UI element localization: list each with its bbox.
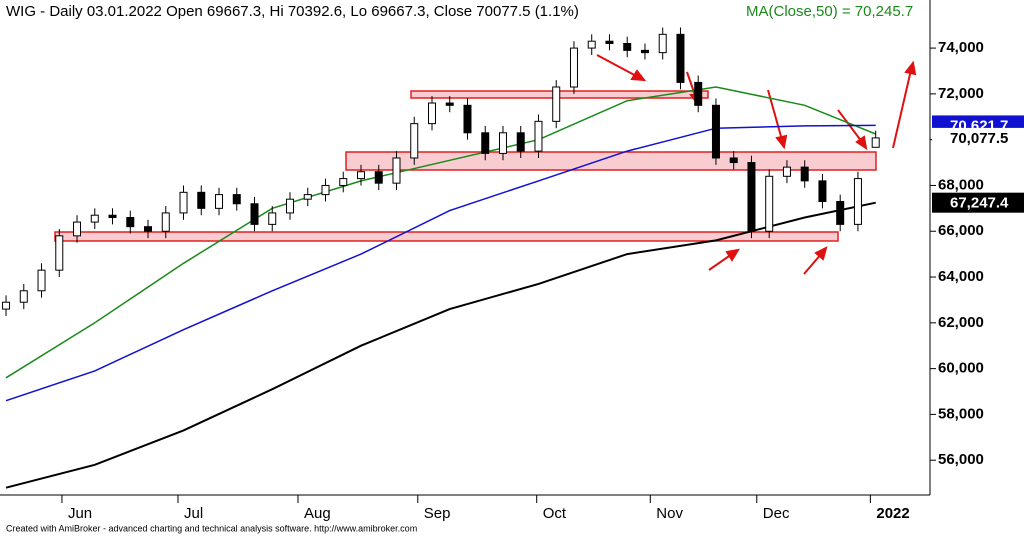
y-tick-label: 58,000 xyxy=(938,405,984,422)
arrow-head xyxy=(630,69,647,82)
candle-body xyxy=(836,200,845,225)
ma-line xyxy=(5,86,876,379)
candle-body xyxy=(161,212,170,232)
y-tick-label: 64,000 xyxy=(938,268,984,285)
candle-body xyxy=(90,214,99,223)
chart-subtitle: MA(Close,50) = 70,245.7 xyxy=(746,3,913,20)
candle-body xyxy=(818,180,827,202)
candle-body xyxy=(339,178,348,186)
candle-body xyxy=(640,49,649,54)
candle-body xyxy=(197,191,206,209)
x-tick-label: Dec xyxy=(763,505,790,522)
candle-body xyxy=(215,194,224,209)
y-tick-label: 66,000 xyxy=(938,222,984,239)
candle-body xyxy=(623,43,632,51)
candle-body xyxy=(676,33,685,83)
x-tick-label: Oct xyxy=(543,505,567,522)
candle-body xyxy=(144,226,153,232)
candle-body xyxy=(392,157,401,184)
last-value-box xyxy=(932,192,1024,213)
y-tick-label: 72,000 xyxy=(938,85,984,102)
last-value-label: 70,077.5 xyxy=(950,130,1008,147)
candle-body xyxy=(711,104,720,159)
x-tick-label: Aug xyxy=(304,505,331,522)
candle-body xyxy=(232,194,241,205)
y-tick-label: 62,000 xyxy=(938,314,984,331)
x-tick-label: 2022 xyxy=(876,505,909,522)
arrow-head xyxy=(814,246,828,261)
x-tick-label: Jun xyxy=(68,505,92,522)
chart-title: WIG - Daily 03.01.2022 Open 69667.3, Hi … xyxy=(6,3,579,20)
support-zone xyxy=(54,231,839,242)
candle-body xyxy=(37,269,46,292)
candle-body xyxy=(569,47,578,88)
candle-body xyxy=(587,40,596,49)
candle-body xyxy=(126,217,135,228)
candle-body xyxy=(73,221,82,237)
footer: Created with AmiBroker - advanced charti… xyxy=(6,523,417,533)
candle-body xyxy=(410,123,419,159)
candle-body xyxy=(108,214,117,219)
candle-body xyxy=(534,120,543,152)
candle-body xyxy=(463,104,472,134)
arrow xyxy=(892,69,912,149)
last-value-label: 67,247.4 xyxy=(950,195,1009,212)
candle-body xyxy=(800,166,809,182)
arrow-head xyxy=(855,135,868,151)
candle-body xyxy=(658,33,667,54)
y-tick-label: 68,000 xyxy=(938,176,984,193)
candle-body xyxy=(445,102,454,106)
candle-body xyxy=(765,175,774,232)
candle-body xyxy=(552,86,561,122)
candle-body xyxy=(871,137,880,148)
candle-body xyxy=(694,81,703,106)
candle-body xyxy=(303,194,312,200)
candle-body xyxy=(516,132,525,152)
candle-body xyxy=(498,132,507,154)
candle-body xyxy=(782,166,791,177)
plot xyxy=(2,27,880,489)
candle-body xyxy=(374,171,383,184)
candle-body xyxy=(605,40,614,45)
y-tick-label: 56,000 xyxy=(938,451,984,468)
candle-body xyxy=(19,290,28,303)
candle-body xyxy=(747,162,756,232)
candle-body xyxy=(427,102,436,125)
candle-body xyxy=(356,171,365,180)
arrow-head xyxy=(775,134,788,150)
x-tick-label: Sep xyxy=(424,505,451,522)
candle-body xyxy=(250,203,259,225)
x-tick-label: Jul xyxy=(184,505,203,522)
ma-line xyxy=(5,124,876,402)
last-value-box xyxy=(932,127,1024,148)
candle-body xyxy=(729,157,738,164)
candle-body xyxy=(481,132,490,154)
y-tick-label: 74,000 xyxy=(938,39,984,56)
arrow-head xyxy=(725,248,740,262)
arrow xyxy=(596,54,639,78)
candle-body xyxy=(268,212,277,225)
arrow-head xyxy=(904,60,917,76)
candle-body xyxy=(321,184,330,196)
x-tick-label: Nov xyxy=(656,505,683,522)
candle-body xyxy=(286,198,295,214)
arrow xyxy=(708,253,733,271)
candle-body xyxy=(179,191,188,214)
candle-body xyxy=(853,178,862,225)
candle-body xyxy=(2,301,11,310)
ma-line xyxy=(5,201,876,489)
y-tick-label: 60,000 xyxy=(938,360,984,377)
resistance-zone xyxy=(345,151,877,171)
candle-body xyxy=(55,235,64,271)
